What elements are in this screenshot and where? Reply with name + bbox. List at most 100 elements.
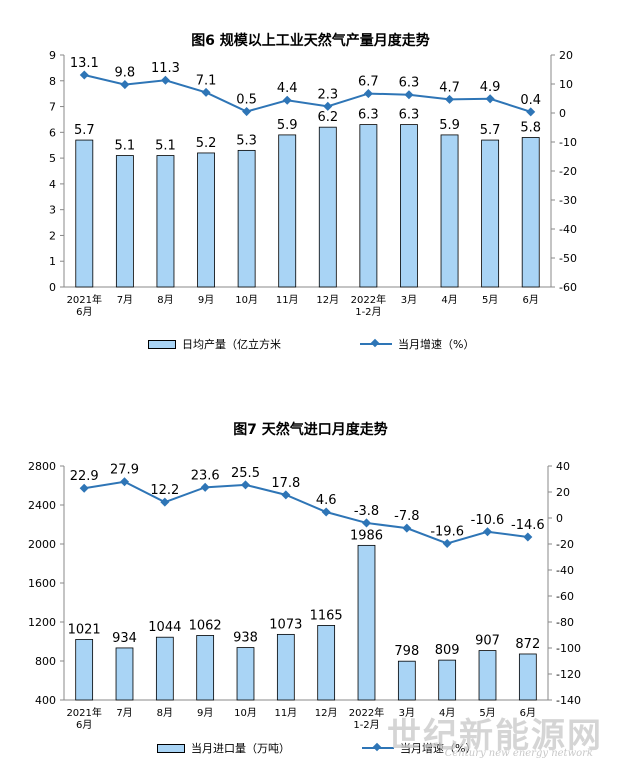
chart2-bar-value-label: 1044 <box>148 620 181 635</box>
chart2-left-tick-label: 1200 <box>28 616 56 629</box>
chart2-bar-value-label: 1062 <box>189 618 222 633</box>
chart1-bar <box>197 152 215 288</box>
chart2-growth-point <box>281 490 291 500</box>
chart1-right-tick-label: 0 <box>559 107 566 120</box>
chart1-x-tick-label: 6月 <box>76 306 92 318</box>
chart1-bar-value-label: 6.2 <box>317 110 338 125</box>
chart1-growth-value-label: 4.9 <box>480 80 501 95</box>
chart2-growth-value-label: -19.6 <box>430 524 464 539</box>
chart2-bar-value-label: 1073 <box>269 617 302 632</box>
chart1-bar <box>359 124 378 288</box>
chart2-legend-bar-label: 当月进口量（万吨） <box>191 742 290 755</box>
line-swatch-icon <box>362 742 394 754</box>
chart1-growth-point <box>242 107 252 117</box>
chart1-left-tick-label: 3 <box>49 204 56 217</box>
chart1-x-tick-label: 6月 <box>523 294 539 306</box>
chart2-x-tick-label: 12月 <box>315 707 338 719</box>
chart1-x-tick-label: 5月 <box>482 294 498 306</box>
chart1-bar <box>75 139 94 288</box>
chart2-bar <box>317 625 336 701</box>
chart1-left-tick-label: 8 <box>49 75 56 88</box>
chart1-plot: 0 1 2 3 4 5 6 7 8 9 20 10 0 -10 -20 -30 -40 -50 -60 5.7 5.1 5… <box>49 49 577 318</box>
chart2-growth-line <box>84 480 528 545</box>
chart1-left-tick-label: 4 <box>49 178 56 191</box>
chart1-growth-value-label: 6.3 <box>399 76 420 91</box>
chart1-x-tick-label: 2021年 <box>67 293 102 306</box>
chart2-growth-point <box>119 477 130 487</box>
chart2-right-tick-label: -120 <box>556 668 581 681</box>
chart1-growth-value-label: 0.4 <box>520 93 541 108</box>
chart2-growth-point <box>79 483 89 493</box>
chart2-bar <box>155 636 174 701</box>
chart2-growth-point <box>200 482 210 492</box>
chart1-right-tick-label: -10 <box>559 136 577 149</box>
chart2-right-tick-label: -100 <box>556 642 581 655</box>
chart1-bar <box>440 134 459 288</box>
chart1-x-tick-label: 8月 <box>157 294 173 306</box>
chart2-x-tick-label: 6月 <box>520 707 536 719</box>
chart2-bar <box>276 633 295 701</box>
chart1-bar-value-label: 5.1 <box>155 139 176 154</box>
chart1-growth-point <box>282 95 292 105</box>
chart2-growth-point <box>482 527 493 537</box>
chart1-x-tick-label: 2022年 <box>351 293 386 306</box>
chart2-bar <box>438 659 457 701</box>
chart2-growth-value-label: 17.8 <box>271 476 300 491</box>
chart2-x-tick-label: 3月 <box>399 707 415 719</box>
chart1-title: 图6 规模以上工业天然气产量月度走势 <box>191 33 430 49</box>
chart1-growth-value-label: 4.7 <box>439 80 460 95</box>
chart2-bar <box>357 544 376 701</box>
chart2-x-tick-label: 9月 <box>197 707 213 719</box>
chart1-x-tick-label: 11月 <box>276 294 299 306</box>
chart1-x-tick-label: 3月 <box>401 294 417 306</box>
chart1-growth-point <box>363 89 373 99</box>
chart1-x-tick-label: 4月 <box>441 294 457 306</box>
chart1-bar-value-label: 5.8 <box>520 120 541 135</box>
chart2-x-tick-label: 8月 <box>157 707 173 719</box>
chart2-growth-value-label: -10.6 <box>471 513 505 528</box>
chart2-growth-value-label: -7.8 <box>394 509 419 524</box>
chart2-left-tick-label: 2400 <box>28 499 56 512</box>
chart2-growth-value-label: 23.6 <box>191 468 220 483</box>
chart1-growth-point <box>120 80 130 90</box>
chart1-left-tick-label: 9 <box>49 49 56 62</box>
chart2-left-tick-label: 800 <box>35 655 56 668</box>
chart1-right-tick-label: -40 <box>559 223 577 236</box>
chart2-bar <box>397 660 416 701</box>
chart2-x-tick-label: 10月 <box>234 707 257 719</box>
chart2-bar <box>196 635 215 701</box>
chart1-bar-value-label: 6.3 <box>399 108 420 123</box>
chart2-right-tick-label: 20 <box>556 486 570 499</box>
chart1-legend-line-label: 当月增速（%） <box>398 338 475 351</box>
chart2-growth-point <box>361 518 372 528</box>
chart1-growth-value-label: 13.1 <box>70 56 99 71</box>
chart2-bar-value-label: 1021 <box>68 622 101 637</box>
chart2-x-tick-label: 2021年 <box>66 706 101 719</box>
chart1-growth-point <box>160 75 170 85</box>
watermark-subtitle: Century new energy network <box>444 748 593 759</box>
chart1-left-tick-label: 2 <box>49 229 56 242</box>
chart1-bar <box>481 139 500 288</box>
chart2-growth-value-label: -14.6 <box>511 518 545 533</box>
chart2-left-tick-label: 2800 <box>28 460 56 473</box>
chart1-bar <box>318 126 337 288</box>
chart1-right-tick-label: 10 <box>559 78 573 91</box>
chart1-left-tick-label: 5 <box>49 152 56 165</box>
chart2-right-tick-label: -40 <box>556 564 574 577</box>
chart1-bar <box>115 155 134 288</box>
bar-swatch-icon <box>148 339 176 349</box>
chart2-growth-point <box>321 507 331 517</box>
chart1-growth-value-label: 9.8 <box>115 66 136 81</box>
chart2-bar-value-label: 907 <box>475 634 500 649</box>
chart1-x-tick-label: 10月 <box>235 294 258 306</box>
chart2-left-tick-label: 400 <box>35 694 56 707</box>
chart1-legend-line: 当月增速（%） <box>360 336 474 352</box>
chart2-bar-value-label: 798 <box>394 644 419 659</box>
chart2-bar <box>115 647 134 701</box>
chart2-title: 图7 天然气进口月度走势 <box>233 422 388 438</box>
chart1-legend-bar-label: 日均产量（亿立方米 <box>182 338 281 351</box>
chart2-growth-point <box>402 523 412 533</box>
chart2-right-tick-label: -20 <box>556 538 574 551</box>
chart1-left-tick-label: 1 <box>49 255 56 268</box>
